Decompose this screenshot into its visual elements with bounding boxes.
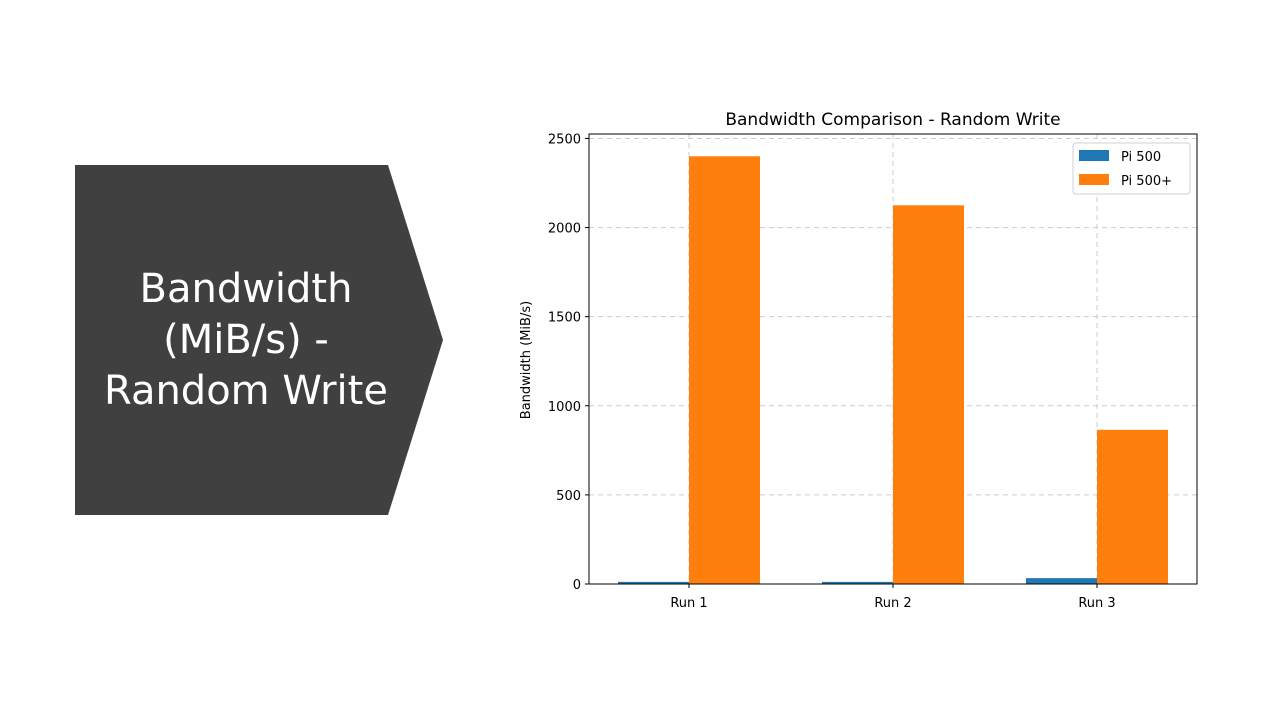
x-tick-label: Run 3 xyxy=(1078,596,1115,611)
bars xyxy=(618,156,1168,585)
y-tick-label: 2000 xyxy=(548,222,581,237)
chevron-label: Bandwidth (MiB/s) - Random Write xyxy=(104,265,388,414)
y-tick-label: 1000 xyxy=(548,400,581,415)
legend-label: Pi 500+ xyxy=(1121,174,1172,189)
bar-pi-500-plus xyxy=(1097,429,1168,584)
legend-swatch xyxy=(1079,174,1109,185)
bar-pi-500 xyxy=(822,581,893,584)
chart-title: Bandwidth Comparison - Random Write xyxy=(725,110,1060,130)
chevron-shape xyxy=(75,165,443,515)
bar-pi-500-plus xyxy=(893,205,964,585)
bar-pi-500 xyxy=(618,581,689,584)
legend: Pi 500 Pi 500+ xyxy=(1072,142,1191,195)
legend-swatch xyxy=(1079,150,1109,161)
chevron-polygon xyxy=(75,165,443,515)
bar-pi-500 xyxy=(1026,578,1097,584)
y-tick-label: 0 xyxy=(573,578,581,593)
y-ticks: 0 500 1000 1500 2000 2500 xyxy=(548,132,589,593)
x-ticks: Run 1 Run 2 Run 3 xyxy=(670,584,1116,611)
x-tick-label: Run 2 xyxy=(874,596,911,611)
y-axis-label: Bandwidth (MiB/s) xyxy=(519,301,534,419)
y-tick-label: 500 xyxy=(556,489,581,504)
x-tick-label: Run 1 xyxy=(670,596,707,611)
y-tick-label: 1500 xyxy=(548,311,581,326)
bar-pi-500-plus xyxy=(689,156,760,584)
legend-label: Pi 500 xyxy=(1121,150,1161,165)
y-tick-label: 2500 xyxy=(548,132,581,147)
